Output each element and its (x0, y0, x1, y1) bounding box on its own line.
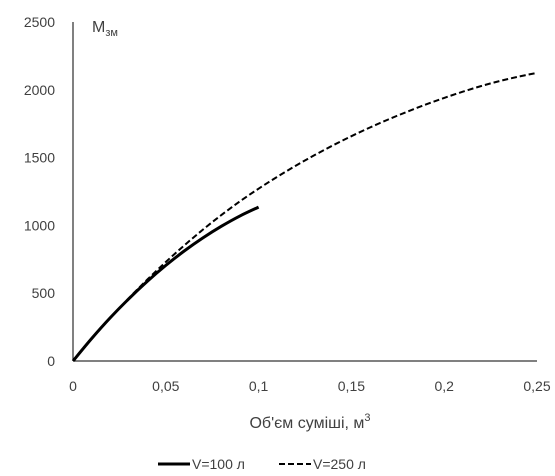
x-axis-title: Об'єм суміші, м3 (249, 412, 370, 432)
y-tick-label: 2000 (24, 82, 55, 98)
y-axis-title: Мзм (92, 19, 118, 39)
x-tick-labels: 0 0,05 0,1 0,15 0,2 0,25 (69, 378, 551, 394)
axes (72, 22, 537, 362)
y-tick-labels: 0 500 1000 1500 2000 2500 (24, 14, 55, 369)
x-tick-label: 0,25 (523, 378, 550, 394)
y-tick-label: 1500 (24, 150, 55, 166)
y-axis-title-sub: зм (105, 27, 118, 39)
x-tick-label: 0,2 (434, 378, 454, 394)
y-tick-label: 1000 (24, 217, 55, 233)
x-tick-label: 0 (69, 378, 77, 394)
series-layer (71, 71, 538, 362)
legend-label-series-1: V=100 л (192, 456, 245, 472)
x-axis-title-main: Об'єм суміші, м (249, 415, 364, 432)
legend-label-series-2: V=250 л (313, 456, 366, 472)
x-tick-label: 0,1 (249, 378, 269, 394)
x-tick-label: 0,05 (152, 378, 179, 394)
legend: V=100 л V=250 л (158, 456, 366, 472)
series-line-2 (72, 71, 538, 362)
x-axis-title-sup: 3 (364, 412, 370, 424)
y-tick-label: 2500 (24, 14, 55, 30)
series-line-1 (71, 205, 260, 362)
y-tick-label: 500 (32, 285, 56, 301)
x-tick-label: 0,15 (338, 378, 365, 394)
y-axis-title-main: М (92, 19, 105, 36)
y-tick-label: 0 (47, 353, 55, 369)
